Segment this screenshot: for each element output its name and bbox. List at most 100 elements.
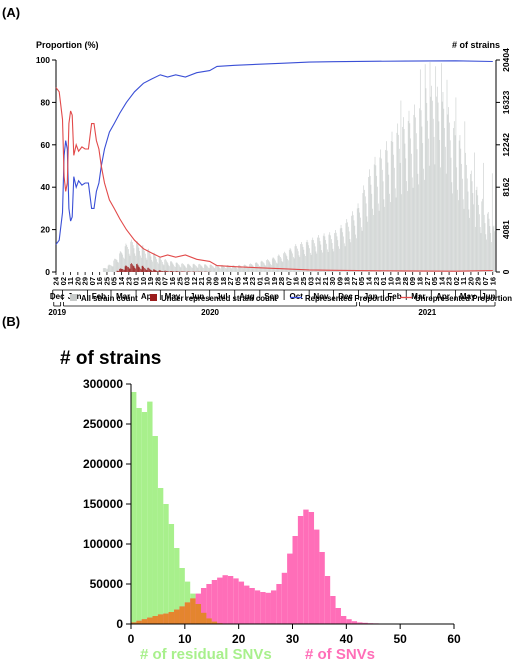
all-strain-bar [176, 262, 178, 272]
y-tick-label: 200000 [83, 457, 123, 471]
all-strain-bar [239, 265, 241, 272]
all-strain-bar [334, 233, 335, 272]
all-strain-bar [411, 153, 412, 272]
all-strain-bar [265, 265, 267, 272]
all-strain-bars [102, 62, 496, 273]
all-strain-bar [390, 140, 392, 272]
all-strain-bar [474, 226, 476, 272]
all-strain-bar [188, 264, 190, 272]
month-label: May [165, 292, 181, 301]
all-strain-bar [361, 230, 363, 272]
all-strain-bar [478, 204, 479, 272]
snv-bar [314, 529, 320, 624]
all-strain-bar [170, 261, 172, 272]
all-strain-bar [154, 254, 156, 272]
all-strain-bar [219, 267, 221, 272]
snv-bar [281, 572, 288, 624]
all-strain-bar [449, 122, 450, 272]
all-strain-bar [212, 265, 213, 272]
under-represented-bar [132, 265, 134, 272]
all-strain-bar [339, 248, 340, 272]
all-strain-bar [482, 198, 483, 272]
all-strain-bar [164, 259, 166, 272]
all-strain-bar [386, 150, 388, 272]
all-strain-bar [351, 215, 352, 272]
all-strain-bar [491, 242, 492, 272]
all-strain-bar [356, 208, 358, 272]
all-strain-bar [493, 225, 495, 272]
x-tick-label: 10 [178, 632, 192, 646]
all-strain-bar [158, 256, 160, 272]
all-strain-bar [393, 154, 394, 272]
all-strain-bar [202, 267, 204, 272]
residual-snv-bar [163, 504, 169, 624]
all-strain-bar [142, 245, 144, 272]
all-strain-bar [240, 266, 242, 272]
snv-bar [351, 621, 358, 624]
all-strain-bar [133, 248, 135, 272]
all-strain-bar [431, 85, 432, 272]
snv-bar [292, 536, 298, 624]
all-strain-bar [267, 259, 268, 272]
all-strain-bar [247, 267, 249, 272]
all-strain-bar [452, 193, 454, 272]
all-strain-bar [120, 251, 122, 272]
all-strain-bar [424, 64, 426, 273]
x-tick-label: 0 [128, 632, 135, 646]
all-strain-bar [318, 235, 319, 272]
y-tick-label: 150000 [83, 497, 123, 511]
overlap-bar [200, 612, 207, 624]
all-strain-bar [248, 267, 250, 272]
all-strain-bar [235, 267, 237, 272]
month-label: Apr [141, 292, 155, 301]
all-strain-bar [119, 251, 121, 272]
all-strain-bar [221, 264, 223, 272]
month-label: Mar [411, 292, 425, 301]
under-represented-bar [172, 271, 174, 272]
x-tick-label: 20 [232, 632, 246, 646]
day-tick-label: 12 [314, 277, 323, 285]
all-strain-bar [276, 262, 277, 272]
under-represented-bar [146, 270, 148, 272]
all-strain-bar [435, 66, 437, 272]
all-strain-bar [369, 169, 370, 272]
all-strain-bar [187, 264, 188, 272]
snv-bar [357, 622, 363, 624]
all-strain-bar [448, 107, 449, 273]
year-label: 2020 [201, 308, 219, 317]
all-strain-bar [473, 204, 475, 272]
under-represented-bar [136, 264, 137, 272]
day-tick-label: 05 [430, 277, 439, 285]
all-strain-bar [242, 267, 243, 272]
all-strain-bar [349, 239, 351, 272]
under-represented-bar [131, 263, 132, 272]
all-strain-bar [210, 264, 212, 272]
all-strain-bar [421, 126, 423, 272]
all-strain-bar [494, 231, 496, 272]
all-strain-bar [102, 268, 104, 272]
all-strain-bar [193, 263, 195, 272]
all-strain-bar [367, 221, 369, 272]
all-strain-bar [146, 259, 148, 272]
all-strain-bar [251, 264, 253, 272]
day-tick-label: 29 [81, 277, 90, 285]
all-strain-bar [178, 265, 180, 272]
under-represented-bar [124, 266, 126, 272]
panel-a-left-axis-title: Proportion (%) [36, 40, 99, 50]
all-strain-bar [299, 257, 301, 272]
all-strain-bar [156, 259, 157, 272]
under-represented-bar [137, 265, 139, 272]
all-strain-bar [429, 62, 431, 272]
all-strain-bar [443, 108, 445, 272]
day-tick-label: 18 [219, 277, 228, 285]
day-tick-label: 01 [379, 277, 388, 285]
day-tick-label: 07 [284, 277, 293, 285]
day-tick-label: 05 [357, 277, 366, 285]
all-strain-bar [157, 262, 158, 272]
all-strain-bar [215, 265, 217, 272]
under-represented-bar [151, 270, 153, 272]
overlap-bar [179, 606, 185, 624]
overlap-bar [206, 618, 212, 624]
all-strain-bar [483, 162, 484, 272]
